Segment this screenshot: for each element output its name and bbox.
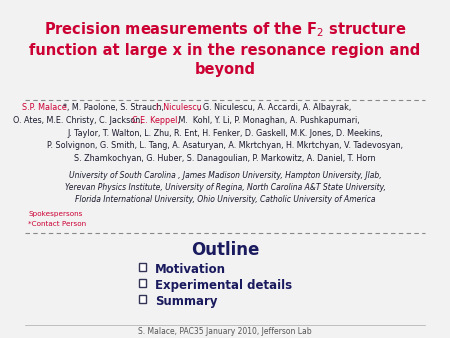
Bar	[139, 295, 146, 303]
Text: Outline: Outline	[191, 241, 259, 259]
Text: *, M. Paolone, S. Strauch,: *, M. Paolone, S. Strauch,	[63, 103, 166, 112]
Text: I. Niculescu: I. Niculescu	[156, 103, 202, 112]
Text: C.E. Keppel,: C.E. Keppel,	[132, 116, 180, 125]
Text: P. Solvignon, G. Smith, L. Tang, A. Asaturyan, A. Mkrtchyan, H. Mkrtchyan, V. Ta: P. Solvignon, G. Smith, L. Tang, A. Asat…	[47, 142, 403, 150]
Text: Spokespersons: Spokespersons	[28, 211, 83, 217]
Text: Yerevan Physics Institute, University of Regina, North Carolina A&T State Univer: Yerevan Physics Institute, University of…	[64, 183, 386, 192]
Text: Experimental details: Experimental details	[155, 279, 292, 292]
Bar	[139, 263, 146, 271]
Text: J. Taylor, T. Walton, L. Zhu, R. Ent, H. Fenker, D. Gaskell, M.K. Jones, D. Meek: J. Taylor, T. Walton, L. Zhu, R. Ent, H.…	[67, 128, 383, 138]
Text: University of South Carolina , James Madison University, Hampton University, Jla: University of South Carolina , James Mad…	[69, 171, 381, 180]
Text: Florida International University, Ohio University, Catholic University of Americ: Florida International University, Ohio U…	[75, 195, 375, 204]
Text: O. Ates, M.E. Christy, C. Jackson,: O. Ates, M.E. Christy, C. Jackson,	[13, 116, 145, 125]
Text: Summary: Summary	[155, 295, 218, 308]
Bar	[139, 279, 146, 287]
Text: S. Malace, PAC35 January 2010, Jefferson Lab: S. Malace, PAC35 January 2010, Jefferson…	[138, 327, 312, 336]
Text: , G. Niculescu, A. Accardi, A. Albayrak,: , G. Niculescu, A. Accardi, A. Albayrak,	[198, 103, 351, 112]
Text: Motivation: Motivation	[155, 263, 226, 276]
Text: M.  Kohl, Y. Li, P. Monaghan, A. Pushkapumari,: M. Kohl, Y. Li, P. Monaghan, A. Pushkapu…	[176, 116, 359, 125]
Text: S. Zhamkochyan, G. Huber, S. Danagoulian, P. Markowitz, A. Daniel, T. Horn: S. Zhamkochyan, G. Huber, S. Danagoulian…	[74, 154, 376, 163]
Text: *Contact Person: *Contact Person	[28, 221, 86, 227]
Text: S.P. Malace: S.P. Malace	[22, 103, 67, 112]
Text: Precision measurements of the F$_2$ structure
function at large x in the resonan: Precision measurements of the F$_2$ stru…	[29, 20, 421, 77]
